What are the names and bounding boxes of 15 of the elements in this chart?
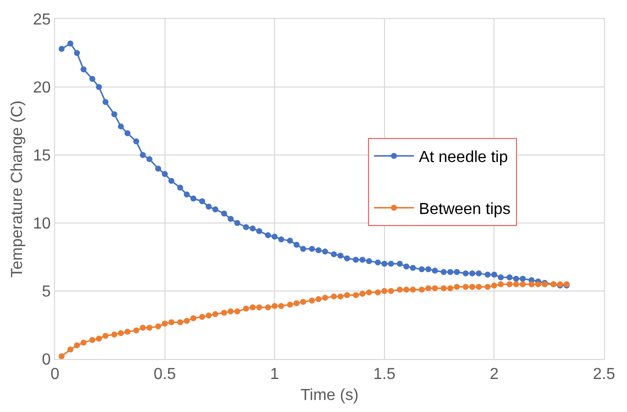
y-tick-label: 5 [42, 284, 51, 301]
y-axis-title: Temperature Change (C) [8, 100, 26, 278]
y-tick-label: 15 [33, 148, 51, 165]
x-axis-title: Time (s) [300, 386, 359, 404]
x-tick-label: 1 [270, 366, 280, 384]
legend-label: At needle tip [418, 149, 508, 166]
y-tick-label: 10 [33, 216, 51, 233]
x-tick-label: 2 [490, 366, 499, 384]
y-tick-label: 20 [33, 80, 51, 97]
legend-label: Between tips [418, 200, 511, 218]
y-tick-label: 25 [33, 12, 51, 29]
x-tick-label: 0.5 [154, 366, 176, 384]
x-tick-label: 1.5 [373, 366, 396, 384]
x-tick-label: 2.5 [592, 366, 616, 384]
y-tick-label: 0 [42, 352, 51, 369]
